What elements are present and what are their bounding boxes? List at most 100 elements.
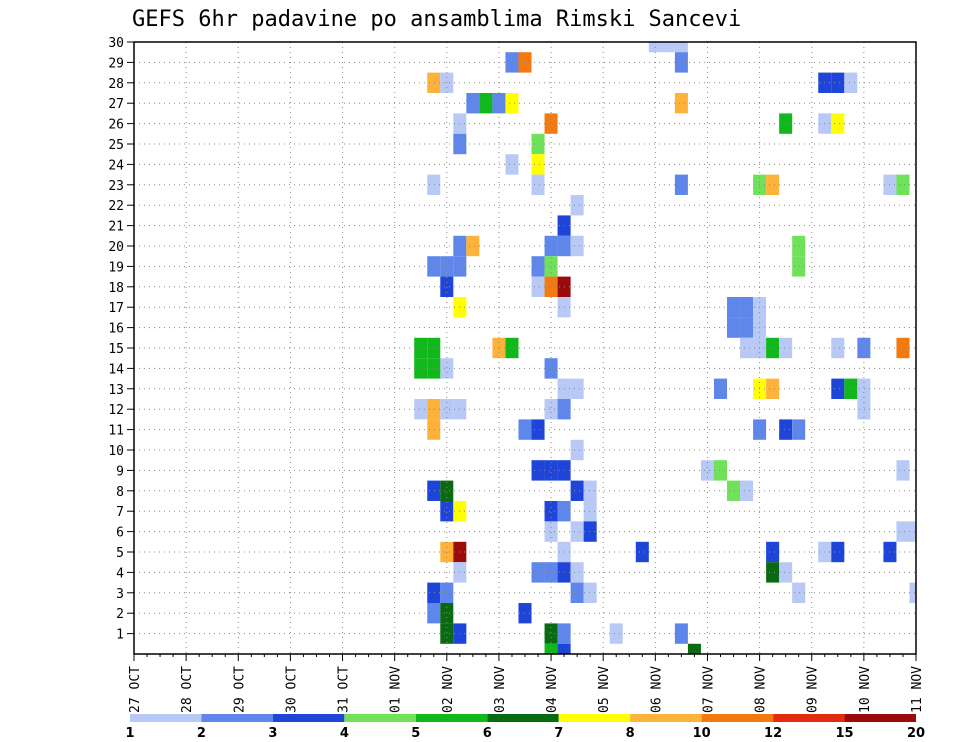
precip-cell <box>779 419 793 440</box>
precip-cell <box>740 317 754 338</box>
y-tick-label: 15 <box>108 342 124 357</box>
y-tick-label: 25 <box>108 138 124 153</box>
legend-label: 6 <box>483 726 492 741</box>
precip-cell <box>844 378 858 399</box>
precip-cell <box>727 297 741 318</box>
precip-cell <box>674 623 688 644</box>
x-tick-label: 02 NOV <box>441 666 456 713</box>
precip-cell <box>440 256 454 277</box>
precip-cell <box>909 521 916 542</box>
precip-cell <box>414 337 428 359</box>
legend-label: 5 <box>411 726 420 741</box>
y-tick-label: 2 <box>116 607 124 622</box>
precip-cell <box>531 419 545 440</box>
x-tick-label: 11 NOV <box>910 666 925 713</box>
precip-cell <box>661 42 675 53</box>
x-tick-label: 03 NOV <box>493 666 508 713</box>
precip-cell <box>479 93 493 114</box>
precip-cell <box>766 174 780 195</box>
y-tick-label: 22 <box>108 199 124 214</box>
precip-cell <box>570 378 584 399</box>
precip-cell <box>531 460 545 481</box>
legend-label: 15 <box>835 726 853 741</box>
grid-lines <box>134 42 916 654</box>
y-tick-label: 17 <box>108 301 124 316</box>
precip-cell <box>831 378 845 399</box>
precip-cell <box>544 235 558 257</box>
precip-cell <box>440 623 454 644</box>
precip-cell <box>687 643 701 654</box>
precip-cell <box>466 235 480 257</box>
precip-cell <box>583 521 597 542</box>
precip-cell <box>427 419 441 440</box>
y-axis-ticks: 1234567891011121314151617181920212223242… <box>108 36 134 643</box>
precip-cell <box>740 297 754 318</box>
legend-swatch <box>201 714 273 722</box>
x-axis-ticks: 27 OCT 28 OCT 29 OCT 30 OCT 31 OCT 01 NOV 02 N… <box>128 654 925 713</box>
legend-label: 1 <box>125 726 134 741</box>
precip-cell <box>727 480 741 501</box>
y-tick-label: 11 <box>108 424 124 439</box>
x-tick-label: 31 OCT <box>337 666 352 713</box>
precip-cell <box>896 174 910 195</box>
legend-swatch <box>130 714 202 722</box>
legend-swatch <box>344 714 416 722</box>
precip-cell <box>440 399 454 420</box>
y-tick-label: 1 <box>116 628 124 643</box>
precip-cell <box>727 317 741 338</box>
y-tick-label: 10 <box>108 444 124 459</box>
x-tick-label: 27 OCT <box>128 666 143 713</box>
legend-swatch <box>701 714 774 722</box>
x-tick-label: 05 NOV <box>597 666 612 713</box>
precip-cell <box>609 623 623 644</box>
precip-cell <box>570 195 584 216</box>
precip-cell <box>740 337 754 359</box>
precip-cell <box>766 337 780 359</box>
precip-cell <box>674 42 688 53</box>
legend-label: 20 <box>907 726 925 741</box>
precip-cell <box>544 643 558 654</box>
legend-swatch <box>844 714 916 722</box>
precip-cell <box>792 256 806 277</box>
precip-cell <box>427 603 441 624</box>
precip-cell <box>766 541 780 563</box>
precip-cell <box>427 174 441 195</box>
precip-cell <box>557 643 571 654</box>
precip-cell <box>544 276 558 297</box>
precip-cell <box>570 235 584 257</box>
precip-cell <box>544 256 558 277</box>
precip-cell <box>844 72 858 93</box>
precip-cell <box>909 582 916 603</box>
precip-cell <box>414 358 428 379</box>
y-tick-label: 20 <box>108 240 124 255</box>
precip-cell <box>544 521 558 542</box>
y-tick-label: 18 <box>108 281 124 296</box>
precip-cell <box>440 603 454 624</box>
y-tick-label: 12 <box>108 403 124 418</box>
precip-cell <box>544 399 558 420</box>
x-tick-label: 09 NOV <box>806 666 821 713</box>
precip-cell <box>505 154 519 175</box>
x-tick-label: 29 OCT <box>232 666 247 713</box>
precip-cell <box>570 480 584 501</box>
precip-cell <box>440 358 454 379</box>
precip-cell <box>570 521 584 542</box>
precip-cell <box>831 337 845 359</box>
precip-cell <box>700 460 714 481</box>
precip-cell <box>544 501 558 522</box>
legend-swatch <box>630 714 702 722</box>
precip-cell <box>792 235 806 257</box>
y-tick-label: 16 <box>108 322 124 337</box>
x-tick-label: 04 NOV <box>545 666 560 713</box>
legend-label: 3 <box>268 726 277 741</box>
precip-cell <box>635 541 649 563</box>
precip-cell <box>896 460 910 481</box>
precip-cell <box>857 378 871 399</box>
x-tick-label: 07 NOV <box>701 666 716 713</box>
precip-cell <box>779 562 793 583</box>
precip-cell <box>857 399 871 420</box>
precip-cell <box>896 521 910 542</box>
precip-cell <box>427 256 441 277</box>
precip-cell <box>531 256 545 277</box>
